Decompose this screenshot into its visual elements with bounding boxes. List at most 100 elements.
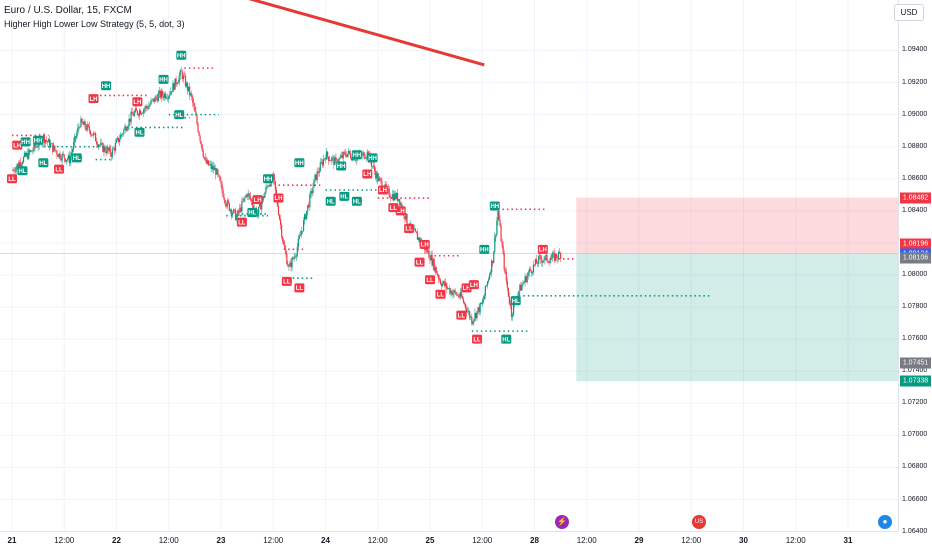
candle-body [312, 187, 314, 194]
candle-body [170, 91, 172, 95]
time-tick-label: 30 [739, 536, 748, 545]
time-tick-label: 21 [7, 536, 17, 545]
swing-label-text: HL [502, 337, 510, 343]
candle-body [308, 204, 310, 208]
candle-body [530, 270, 532, 274]
candle-body [97, 143, 99, 147]
us-flag-event-icon[interactable]: US [692, 515, 706, 529]
candle-body [539, 255, 541, 257]
price-tick-label: 1.07400 [902, 367, 928, 375]
candle-body [468, 311, 470, 312]
globe-event-icon[interactable]: ● [878, 515, 892, 529]
candle-body [484, 285, 486, 296]
candle-body [116, 137, 119, 140]
candle-body [476, 311, 478, 319]
candle-body [299, 234, 302, 236]
candle-body [108, 147, 110, 151]
swing-label-text: HL [248, 211, 256, 217]
candle-body [523, 281, 525, 284]
candle-body [301, 230, 304, 232]
candle-body [376, 173, 378, 179]
swing-label-badge [12, 140, 23, 150]
candle-body [180, 70, 182, 72]
lightning-event-icon[interactable]: ⚡ [555, 515, 569, 529]
candle-body [549, 260, 551, 264]
swing-label-text: HH [368, 156, 377, 162]
candle-body [555, 254, 558, 258]
candle-body [535, 259, 538, 264]
candle-body [232, 209, 235, 213]
swing-label-text: LH [274, 196, 282, 202]
candle-body [54, 145, 56, 151]
candle-body [161, 91, 164, 96]
candle-body [283, 241, 285, 245]
candle-body [43, 134, 45, 144]
swing-label-text: LH [254, 198, 262, 204]
candle-body [393, 193, 396, 201]
candle-body [319, 162, 321, 172]
candle-body [452, 293, 454, 296]
candle-body [58, 153, 60, 158]
candle-body [131, 111, 133, 114]
candle-body [377, 173, 379, 182]
candle-body [448, 288, 450, 289]
candle-body [104, 146, 106, 152]
candle-body [70, 152, 73, 156]
candle-body [557, 251, 560, 259]
candle-body [286, 253, 288, 265]
candle-body [61, 153, 63, 161]
candle-body [349, 153, 352, 159]
candle-body [231, 212, 234, 215]
time-axis[interactable] [0, 531, 898, 551]
candle-body [296, 247, 298, 256]
candle-body [44, 140, 47, 144]
candle-body [488, 274, 491, 280]
candle-body [272, 174, 274, 180]
candle-body [464, 303, 467, 309]
price-scale[interactable] [898, 0, 932, 531]
currency-button[interactable]: USD [894, 4, 924, 21]
candle-body [397, 193, 399, 201]
candle-body [27, 153, 29, 159]
candle-body [329, 160, 331, 162]
candle-body [126, 129, 128, 131]
candle-body [249, 195, 251, 200]
candle-body [440, 284, 443, 287]
time-tick-label: 22 [112, 536, 121, 545]
candle-body [392, 194, 395, 201]
symbol-title[interactable]: Euro / U.S. Dollar, 15, FXCM [4, 5, 132, 16]
candle-body [59, 153, 61, 159]
indicator-title[interactable]: Higher High Lower Low Strategy (5, 5, do… [4, 19, 185, 29]
swing-label-badge [351, 196, 362, 206]
swing-label-badge [281, 276, 292, 286]
candle-body [132, 113, 134, 116]
swing-label-text: LH [379, 188, 387, 194]
candle-body [154, 96, 156, 102]
candle-body [137, 114, 140, 116]
candle-body [518, 291, 520, 296]
candle-body [239, 207, 241, 213]
swing-label-badge [510, 296, 521, 306]
candle-body [264, 192, 266, 198]
candle-body [486, 281, 489, 286]
swing-label-badge [174, 110, 185, 120]
price-tick-label: 1.07800 [902, 303, 928, 311]
candle-body [332, 157, 334, 158]
swing-label-text: LL [405, 227, 413, 233]
candle-body [439, 279, 442, 285]
candle-body [493, 251, 495, 264]
candle-body [289, 262, 291, 267]
candle-body [281, 224, 283, 237]
time-tick-label: 12:00 [785, 536, 806, 545]
candle-body [291, 257, 293, 268]
time-tick-label: 29 [634, 536, 644, 545]
candle-body [222, 190, 224, 198]
candle-body [212, 165, 214, 169]
candle-body [340, 155, 342, 158]
candle-body [144, 108, 146, 110]
candle-body [119, 139, 121, 143]
swing-label-text: HH [159, 78, 168, 84]
candle-body [34, 144, 36, 148]
